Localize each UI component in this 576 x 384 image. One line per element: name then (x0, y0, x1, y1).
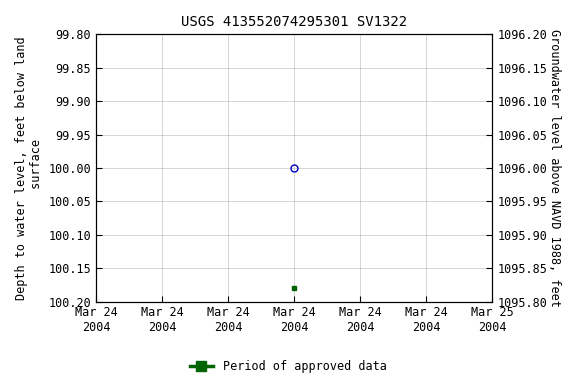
Legend: Period of approved data: Period of approved data (185, 356, 391, 378)
Title: USGS 413552074295301 SV1322: USGS 413552074295301 SV1322 (181, 15, 407, 29)
Y-axis label: Groundwater level above NAVD 1988, feet: Groundwater level above NAVD 1988, feet (548, 29, 561, 307)
Y-axis label: Depth to water level, feet below land
 surface: Depth to water level, feet below land su… (15, 36, 43, 300)
